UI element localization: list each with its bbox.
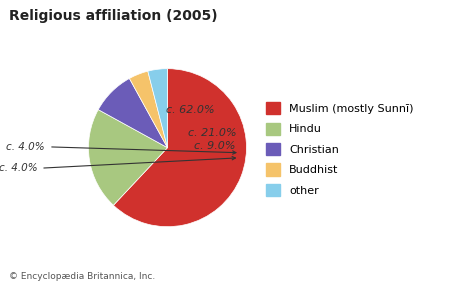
Text: c. 4.0%: c. 4.0% bbox=[7, 142, 45, 152]
Wedge shape bbox=[129, 71, 167, 148]
Text: c. 4.0%: c. 4.0% bbox=[0, 163, 37, 173]
Wedge shape bbox=[98, 78, 167, 148]
Wedge shape bbox=[148, 69, 167, 148]
Legend: Muslim (mostly Sunnī), Hindu, Christian, Buddhist, other: Muslim (mostly Sunnī), Hindu, Christian,… bbox=[266, 102, 414, 196]
Text: © Encyclopædia Britannica, Inc.: © Encyclopædia Britannica, Inc. bbox=[9, 272, 156, 281]
Text: c. 9.0%: c. 9.0% bbox=[194, 141, 236, 151]
Text: c. 62.0%: c. 62.0% bbox=[165, 105, 214, 115]
Wedge shape bbox=[89, 110, 167, 205]
Text: Religious affiliation (2005): Religious affiliation (2005) bbox=[9, 9, 218, 22]
Wedge shape bbox=[113, 69, 246, 227]
Text: c. 21.0%: c. 21.0% bbox=[188, 128, 237, 138]
